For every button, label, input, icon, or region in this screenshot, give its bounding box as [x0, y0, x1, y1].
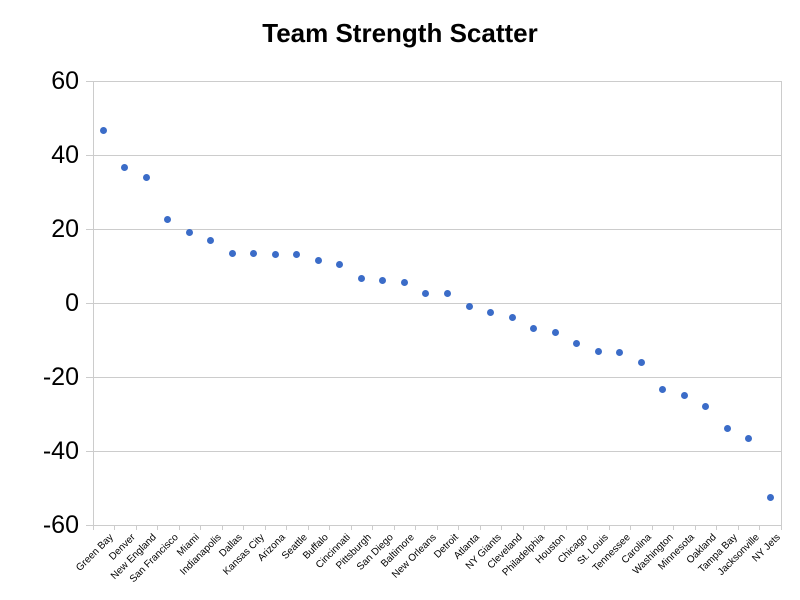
scatter-point[interactable]: [315, 257, 322, 264]
scatter-point[interactable]: [207, 237, 214, 244]
scatter-point[interactable]: [616, 349, 623, 356]
scatter-point[interactable]: [681, 392, 688, 399]
gridline: [92, 81, 781, 82]
x-axis-tick: [759, 525, 760, 530]
gridline: [92, 525, 781, 526]
x-axis-tick: [566, 525, 567, 530]
x-axis-tick: [93, 525, 94, 530]
scatter-point[interactable]: [422, 290, 429, 297]
x-axis-tick: [437, 525, 438, 530]
scatter-point[interactable]: [724, 425, 731, 432]
y-axis-tick: [85, 525, 93, 526]
x-axis-tick: [738, 525, 739, 530]
y-axis-label: 40: [51, 141, 79, 169]
x-axis-tick: [394, 525, 395, 530]
scatter-point[interactable]: [336, 261, 343, 268]
scatter-point[interactable]: [121, 164, 128, 171]
scatter-point[interactable]: [229, 250, 236, 257]
scatter-point[interactable]: [573, 340, 580, 347]
scatter-point[interactable]: [100, 127, 107, 134]
scatter-point[interactable]: [272, 251, 279, 258]
x-axis-tick: [609, 525, 610, 530]
scatter-point[interactable]: [250, 250, 257, 257]
y-axis-tick: [85, 377, 93, 378]
y-axis-label: -60: [42, 511, 79, 539]
plot-right-border: [781, 81, 782, 525]
y-axis-tick: [85, 155, 93, 156]
scatter-point[interactable]: [186, 229, 193, 236]
x-axis-tick: [587, 525, 588, 530]
x-axis-tick: [308, 525, 309, 530]
y-axis-label: 0: [65, 289, 79, 317]
x-axis-tick: [265, 525, 266, 530]
y-axis-tick: [85, 303, 93, 304]
scatter-point[interactable]: [444, 290, 451, 297]
chart-title: Team Strength Scatter: [262, 18, 538, 48]
x-axis-tick: [673, 525, 674, 530]
scatter-point[interactable]: [164, 216, 171, 223]
x-axis-tick: [652, 525, 653, 530]
scatter-point[interactable]: [487, 309, 494, 316]
scatter-point[interactable]: [466, 303, 473, 310]
scatter-point[interactable]: [552, 329, 559, 336]
scatter-point[interactable]: [143, 174, 150, 181]
gridline: [92, 377, 781, 378]
x-axis-tick: [781, 525, 782, 530]
scatter-point[interactable]: [638, 359, 645, 366]
x-axis-tick: [200, 525, 201, 530]
scatter-point[interactable]: [293, 251, 300, 258]
gridline: [92, 451, 781, 452]
y-axis-label: 20: [51, 215, 79, 243]
y-axis-tick: [85, 81, 93, 82]
y-axis-label: -20: [42, 363, 79, 391]
x-axis-tick: [136, 525, 137, 530]
scatter-point[interactable]: [379, 277, 386, 284]
x-axis-tick: [351, 525, 352, 530]
scatter-point[interactable]: [595, 348, 602, 355]
y-axis-tick: [85, 229, 93, 230]
x-axis-tick: [716, 525, 717, 530]
x-axis-tick: [630, 525, 631, 530]
x-axis-tick: [480, 525, 481, 530]
x-axis-tick: [501, 525, 502, 530]
scatter-point[interactable]: [358, 275, 365, 282]
x-axis-tick: [286, 525, 287, 530]
x-axis-tick: [179, 525, 180, 530]
scatter-point[interactable]: [767, 494, 774, 501]
scatter-point[interactable]: [745, 435, 752, 442]
scatter-point[interactable]: [702, 403, 709, 410]
x-axis-tick: [458, 525, 459, 530]
x-axis-tick: [243, 525, 244, 530]
scatter-point[interactable]: [659, 386, 666, 393]
scatter-point[interactable]: [401, 279, 408, 286]
x-axis-tick: [329, 525, 330, 530]
gridline: [92, 303, 781, 304]
x-axis-tick: [544, 525, 545, 530]
x-axis-tick: [114, 525, 115, 530]
x-axis-tick: [157, 525, 158, 530]
scatter-point[interactable]: [509, 314, 516, 321]
gridline: [92, 155, 781, 156]
x-axis-tick: [372, 525, 373, 530]
scatter-point[interactable]: [530, 325, 537, 332]
x-axis-tick: [415, 525, 416, 530]
y-axis-label: -40: [42, 437, 79, 465]
x-axis-tick: [523, 525, 524, 530]
y-axis-tick: [85, 451, 93, 452]
x-axis-tick: [695, 525, 696, 530]
x-axis-tick: [222, 525, 223, 530]
y-axis-label: 60: [51, 67, 79, 95]
gridline: [92, 229, 781, 230]
y-axis-line: [92, 81, 94, 525]
